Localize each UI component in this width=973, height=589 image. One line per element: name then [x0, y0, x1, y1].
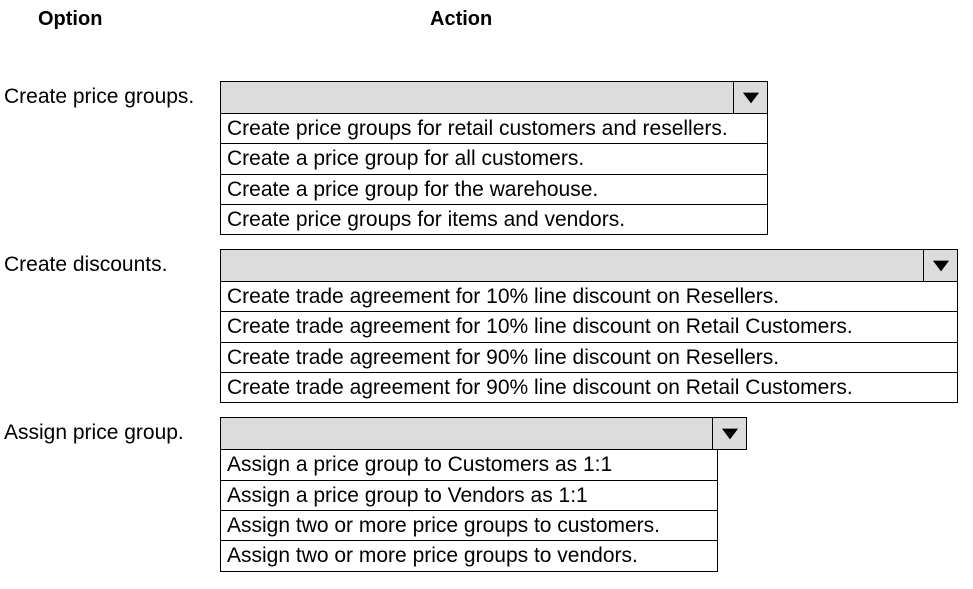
- dropdown-option[interactable]: Assign a price group to Customers as 1:1: [221, 450, 717, 480]
- header-row: Option Action: [0, 8, 973, 31]
- dropdown-option[interactable]: Create trade agreement for 90% line disc…: [221, 373, 957, 402]
- dropdown-option[interactable]: Create price groups for retail customers…: [221, 114, 767, 144]
- dropdown[interactable]: [220, 81, 768, 114]
- action-column: Create price groups for retail customers…: [220, 81, 768, 235]
- dropdown-options-list: Assign a price group to Customers as 1:1…: [220, 450, 718, 571]
- dropdown-option[interactable]: Create trade agreement for 90% line disc…: [221, 343, 957, 373]
- dropdown-option[interactable]: Assign two or more price groups to custo…: [221, 511, 717, 541]
- chevron-down-icon[interactable]: [734, 82, 767, 113]
- action-column: Create trade agreement for 10% line disc…: [220, 249, 958, 403]
- dropdown-options-list: Create trade agreement for 10% line disc…: [220, 282, 958, 403]
- dropdown-option[interactable]: Create trade agreement for 10% line disc…: [221, 312, 957, 342]
- dropdown[interactable]: [220, 417, 747, 450]
- chevron-down-icon[interactable]: [924, 250, 957, 281]
- option-label: Create discounts.: [0, 249, 220, 277]
- dropdown-field[interactable]: [221, 82, 734, 113]
- dropdown-option[interactable]: Create trade agreement for 10% line disc…: [221, 282, 957, 312]
- header-action: Action: [220, 8, 492, 31]
- option-action-row: Create discounts.Create trade agreement …: [0, 249, 973, 403]
- action-column: Assign a price group to Customers as 1:1…: [220, 417, 747, 571]
- dropdown-option[interactable]: Create a price group for all customers.: [221, 144, 767, 174]
- option-action-row: Assign price group.Assign a price group …: [0, 417, 973, 571]
- dropdown-field[interactable]: [221, 250, 924, 281]
- option-action-row: Create price groups.Create price groups …: [0, 81, 973, 235]
- dropdown-option[interactable]: Create a price group for the warehouse.: [221, 175, 767, 205]
- option-label: Create price groups.: [0, 81, 220, 109]
- dropdown[interactable]: [220, 249, 958, 282]
- dropdown-option[interactable]: Create price groups for items and vendor…: [221, 205, 767, 234]
- dropdown-options-list: Create price groups for retail customers…: [220, 114, 768, 235]
- dropdown-option[interactable]: Assign a price group to Vendors as 1:1: [221, 481, 717, 511]
- dropdown-option[interactable]: Assign two or more price groups to vendo…: [221, 541, 717, 570]
- option-label: Assign price group.: [0, 417, 220, 445]
- chevron-down-icon[interactable]: [713, 418, 746, 449]
- dropdown-field[interactable]: [221, 418, 713, 449]
- header-option: Option: [0, 8, 220, 31]
